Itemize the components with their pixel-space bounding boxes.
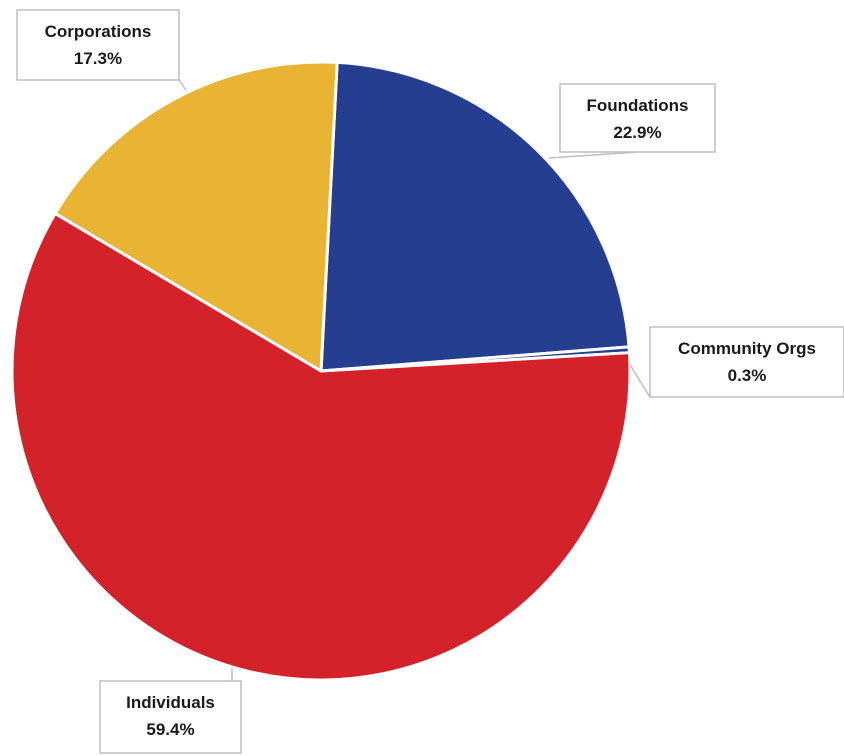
data-labels: Foundations 22.9% Community Orgs 0.3% Indivi… bbox=[16, 9, 844, 754]
label-box bbox=[649, 326, 844, 398]
label-name: Foundations bbox=[587, 96, 689, 115]
leader-line bbox=[178, 79, 187, 91]
data-label-individuals: Individuals 59.4% bbox=[99, 668, 242, 754]
label-name: Individuals bbox=[126, 693, 215, 712]
label-percent: 17.3% bbox=[74, 49, 122, 68]
label-box bbox=[16, 9, 180, 81]
data-label-corporations: Corporations 17.3% bbox=[16, 9, 187, 91]
pie-slice-corporations bbox=[53, 60, 339, 373]
pie-slice-foundations bbox=[319, 60, 631, 373]
pie-slices bbox=[10, 60, 632, 682]
label-percent: 59.4% bbox=[146, 720, 194, 739]
data-label-community-orgs: Community Orgs 0.3% bbox=[629, 326, 844, 398]
label-box bbox=[559, 83, 716, 153]
leader-line bbox=[548, 151, 638, 159]
label-name: Community Orgs bbox=[678, 339, 816, 358]
data-label-foundations: Foundations 22.9% bbox=[548, 83, 716, 159]
pie-slice-individuals bbox=[10, 211, 632, 682]
label-percent: 0.3% bbox=[728, 366, 767, 385]
label-percent: 22.9% bbox=[613, 123, 661, 142]
leader-line bbox=[629, 364, 651, 398]
label-name: Corporations bbox=[45, 22, 152, 41]
label-box bbox=[99, 680, 242, 754]
